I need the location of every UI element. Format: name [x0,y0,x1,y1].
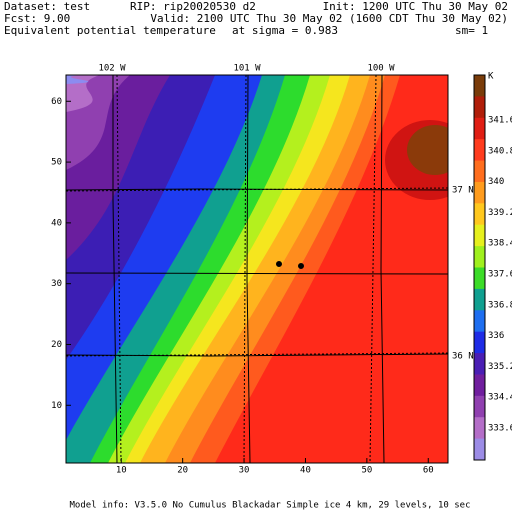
map-lines [66,75,448,463]
dataset: Dataset: test [4,0,90,13]
colorbar-swatch [474,246,485,268]
colorbar-label: 339.2 [488,208,512,218]
x-tick-label: 60 [423,466,434,476]
colorbar-swatch [474,288,485,311]
colorbar-label: 336.8 [488,300,512,310]
colorbar-unit: K [488,72,494,82]
longitude-line [243,75,247,463]
state-line [66,188,448,191]
colorbar-swatch [474,374,485,397]
colorbar-label: 333.6 [488,424,512,434]
county-line [246,75,251,463]
field: Equivalent potential temperature [4,24,216,37]
longitude-label: 100 W [367,64,395,74]
colorbar-swatch [474,181,485,204]
y-tick-label: 20 [51,340,62,350]
colorbar: K 341.6 340.8 340 339.2 338.4 337.6 336.8 336 335… [473,72,512,461]
fcst: Fcst: 9.00 [4,12,70,25]
longitude-line [369,75,377,463]
colorbar-label: 340 [488,177,504,187]
x-tick-label: 10 [116,466,127,476]
valid: Valid: 2100 UTC Thu 30 May 02 (1600 CDT … [150,12,508,25]
colorbar-swatch [474,117,485,140]
colorbar-label: 337.6 [488,270,512,280]
x-tick-label: 40 [300,466,311,476]
longitude-label: 102 W [98,64,126,74]
county-line [380,75,385,463]
y-tick-label: 10 [51,401,62,411]
init: Init: 1200 UTC Thu 30 May 02 [323,0,508,13]
colorbar-swatch [474,395,485,418]
y-tick-label: 60 [51,97,62,107]
longitude-line [116,75,122,463]
colorbar-swatch [474,203,485,226]
colorbar-swatch [474,160,485,183]
footer: Model info: V3.5.0 No Cumulus Blackadar … [70,501,471,511]
station [298,263,304,269]
latitude-label: 36 N [452,352,474,362]
colorbar-label: 336 [488,331,504,341]
colorbar-label: 338.4 [488,239,512,249]
colorbar-swatch [474,353,485,375]
level: at sigma = 0.983 [232,24,338,37]
y-tick-label: 40 [51,218,62,228]
colorbar-swatch [474,75,485,97]
colorbar-swatch [474,96,485,119]
latitude-label: 37 N [452,186,474,196]
colorbar-label: 335.2 [488,362,512,372]
county-line [66,272,448,275]
band [66,75,89,84]
plot-frame [65,74,449,464]
colorbar-frame [473,74,486,461]
colorbar-swatch [474,417,485,440]
smoothing: sm= 1 [455,24,488,37]
x-tick-label: 50 [361,466,372,476]
y-tick-label: 30 [51,279,62,289]
y-tick-label: 50 [51,158,62,168]
colorbar-swatch [474,331,485,354]
colorbar-swatch [474,267,485,290]
band [66,75,100,112]
colorbar-swatch [474,139,485,162]
contour-field [66,75,448,463]
band [407,125,448,175]
longitude-label: 101 W [233,64,261,74]
colorbar-swatch [474,438,485,461]
county-line [112,75,118,463]
colorbar-label: 334.4 [488,393,512,403]
x-tick-label: 30 [239,466,250,476]
colorbar-label: 340.8 [488,146,512,156]
rip: RIP: rip20020530 d2 [130,0,256,13]
station [276,261,282,267]
colorbar-swatch [474,224,485,247]
colorbar-label: 341.6 [488,116,512,126]
colorbar-swatch [474,310,485,333]
x-tick-label: 20 [177,466,188,476]
